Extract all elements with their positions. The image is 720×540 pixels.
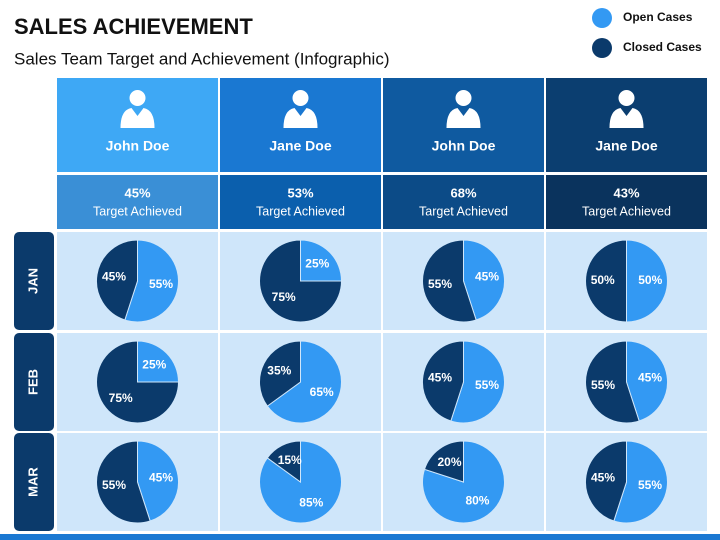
pie-label: 65% <box>310 385 334 399</box>
achieved-cell <box>57 175 218 229</box>
pie-label: 45% <box>475 269 499 283</box>
pie-slice <box>137 340 180 383</box>
person-icon <box>283 108 318 128</box>
pie-label: 50% <box>638 273 662 287</box>
achieved-caption: Target Achieved <box>419 204 508 218</box>
pie-label: 45% <box>149 470 173 484</box>
person-icon <box>609 108 644 128</box>
legend-label: Closed Cases <box>623 40 702 54</box>
pie-label: 75% <box>109 391 133 405</box>
pie-label: 45% <box>428 370 452 384</box>
pie-slice <box>422 340 464 422</box>
row-label-bg <box>14 232 54 330</box>
pie-slice <box>626 239 668 323</box>
legend-label: Open Cases <box>623 10 693 24</box>
column-name: Jane Doe <box>269 138 331 154</box>
pie-slice <box>124 239 179 323</box>
achieved-value: 53% <box>287 185 313 200</box>
column-name: John Doe <box>432 138 496 154</box>
pie-slice <box>463 239 505 321</box>
person-icon <box>129 90 146 106</box>
pie-label: 35% <box>267 363 291 377</box>
achieved-caption: Target Achieved <box>93 204 182 218</box>
pie-slice <box>266 440 301 483</box>
column-name: Jane Doe <box>595 138 657 154</box>
pie-slice <box>259 239 343 323</box>
achieved-value: 43% <box>613 185 639 200</box>
bottom-strip <box>0 534 720 540</box>
legend-swatch <box>592 38 612 58</box>
pie-label: 85% <box>299 495 323 509</box>
row-label-bg <box>14 333 54 431</box>
subtitle: Sales Team Target and Achievement (Infog… <box>14 49 389 68</box>
pie-slice <box>585 239 627 323</box>
pie-slice <box>422 239 477 323</box>
achieved-cell <box>220 175 381 229</box>
pie-label: 55% <box>102 478 126 492</box>
achieved-cell <box>383 175 544 229</box>
pie-label: 55% <box>591 378 615 392</box>
achieved-caption: Target Achieved <box>582 204 671 218</box>
pie-label: 55% <box>428 277 452 291</box>
pie-label: 45% <box>638 370 662 384</box>
pie-slice <box>96 239 138 321</box>
pie-label: 15% <box>278 453 302 467</box>
person-icon <box>120 108 155 128</box>
pie-slice <box>96 440 151 524</box>
achieved-cell <box>546 175 707 229</box>
pie-slice <box>585 340 640 424</box>
pie-slice <box>626 340 668 422</box>
row-label: MAR <box>25 467 40 497</box>
pie-label: 45% <box>102 269 126 283</box>
pie-slice <box>266 340 342 424</box>
pie-label: 50% <box>591 273 615 287</box>
pie-label: 55% <box>475 378 499 392</box>
column-name: John Doe <box>106 138 170 154</box>
pie-label: 75% <box>272 290 296 304</box>
pie-slice <box>137 440 179 522</box>
row-label: JAN <box>25 268 40 294</box>
legend-swatch <box>592 8 612 28</box>
pie-slice <box>613 440 668 524</box>
achieved-caption: Target Achieved <box>256 204 345 218</box>
pie-label: 45% <box>591 470 615 484</box>
person-icon <box>446 108 481 128</box>
achieved-value: 68% <box>450 185 476 200</box>
pie-slice <box>585 440 627 522</box>
row-label: FEB <box>25 369 40 395</box>
person-icon <box>455 90 472 106</box>
pie-label: 80% <box>465 493 489 507</box>
pie-slice <box>300 239 343 282</box>
achieved-value: 45% <box>124 185 150 200</box>
person-icon <box>292 90 309 106</box>
pie-label: 20% <box>438 455 462 469</box>
person-icon <box>618 90 635 106</box>
pie-label: 25% <box>142 357 166 371</box>
pie-label: 55% <box>149 277 173 291</box>
row-label-bg <box>14 433 54 531</box>
pie-label: 55% <box>638 478 662 492</box>
pie-slice <box>423 440 464 483</box>
title: SALES ACHIEVEMENT <box>14 14 253 39</box>
pie-slice <box>259 340 301 407</box>
pie-slice <box>96 340 180 424</box>
pie-slice <box>450 340 505 424</box>
pie-label: 25% <box>305 256 329 270</box>
